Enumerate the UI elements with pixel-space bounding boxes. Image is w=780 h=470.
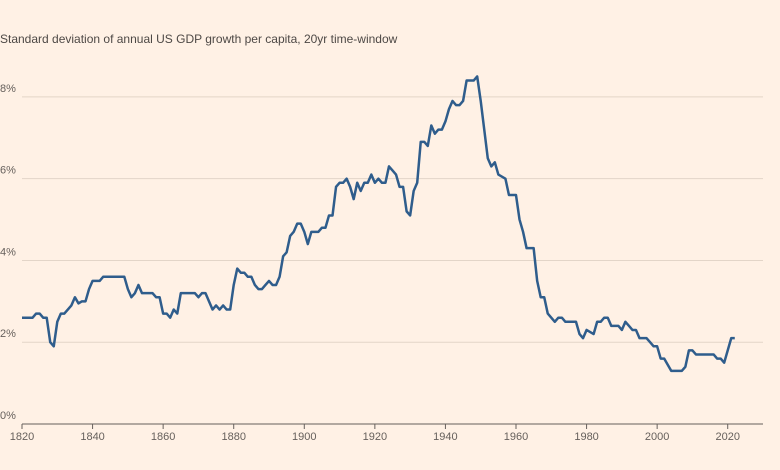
x-tick-label: 1920: [363, 431, 387, 443]
y-tick-label: 6%: [0, 165, 16, 177]
y-tick-label: 0%: [0, 410, 16, 422]
x-tick-label: 1980: [574, 431, 598, 443]
y-tick-label: 4%: [0, 246, 16, 258]
x-tick-label: 1900: [292, 431, 316, 443]
x-tick-label: 1820: [10, 431, 34, 443]
data-line: [22, 75, 735, 373]
x-tick-label: 2020: [715, 431, 739, 443]
x-tick-label: 1960: [504, 431, 528, 443]
y-tick-label: 2%: [0, 328, 16, 340]
x-tick-label: 1940: [433, 431, 457, 443]
x-tick-label: 1880: [221, 431, 245, 443]
x-tick-label: 1840: [80, 431, 104, 443]
y-tick-label: 8%: [0, 83, 16, 95]
chart-title: Standard deviation of annual US GDP grow…: [0, 32, 398, 46]
x-tick-label: 1860: [151, 431, 175, 443]
x-tick-label: 2000: [645, 431, 669, 443]
